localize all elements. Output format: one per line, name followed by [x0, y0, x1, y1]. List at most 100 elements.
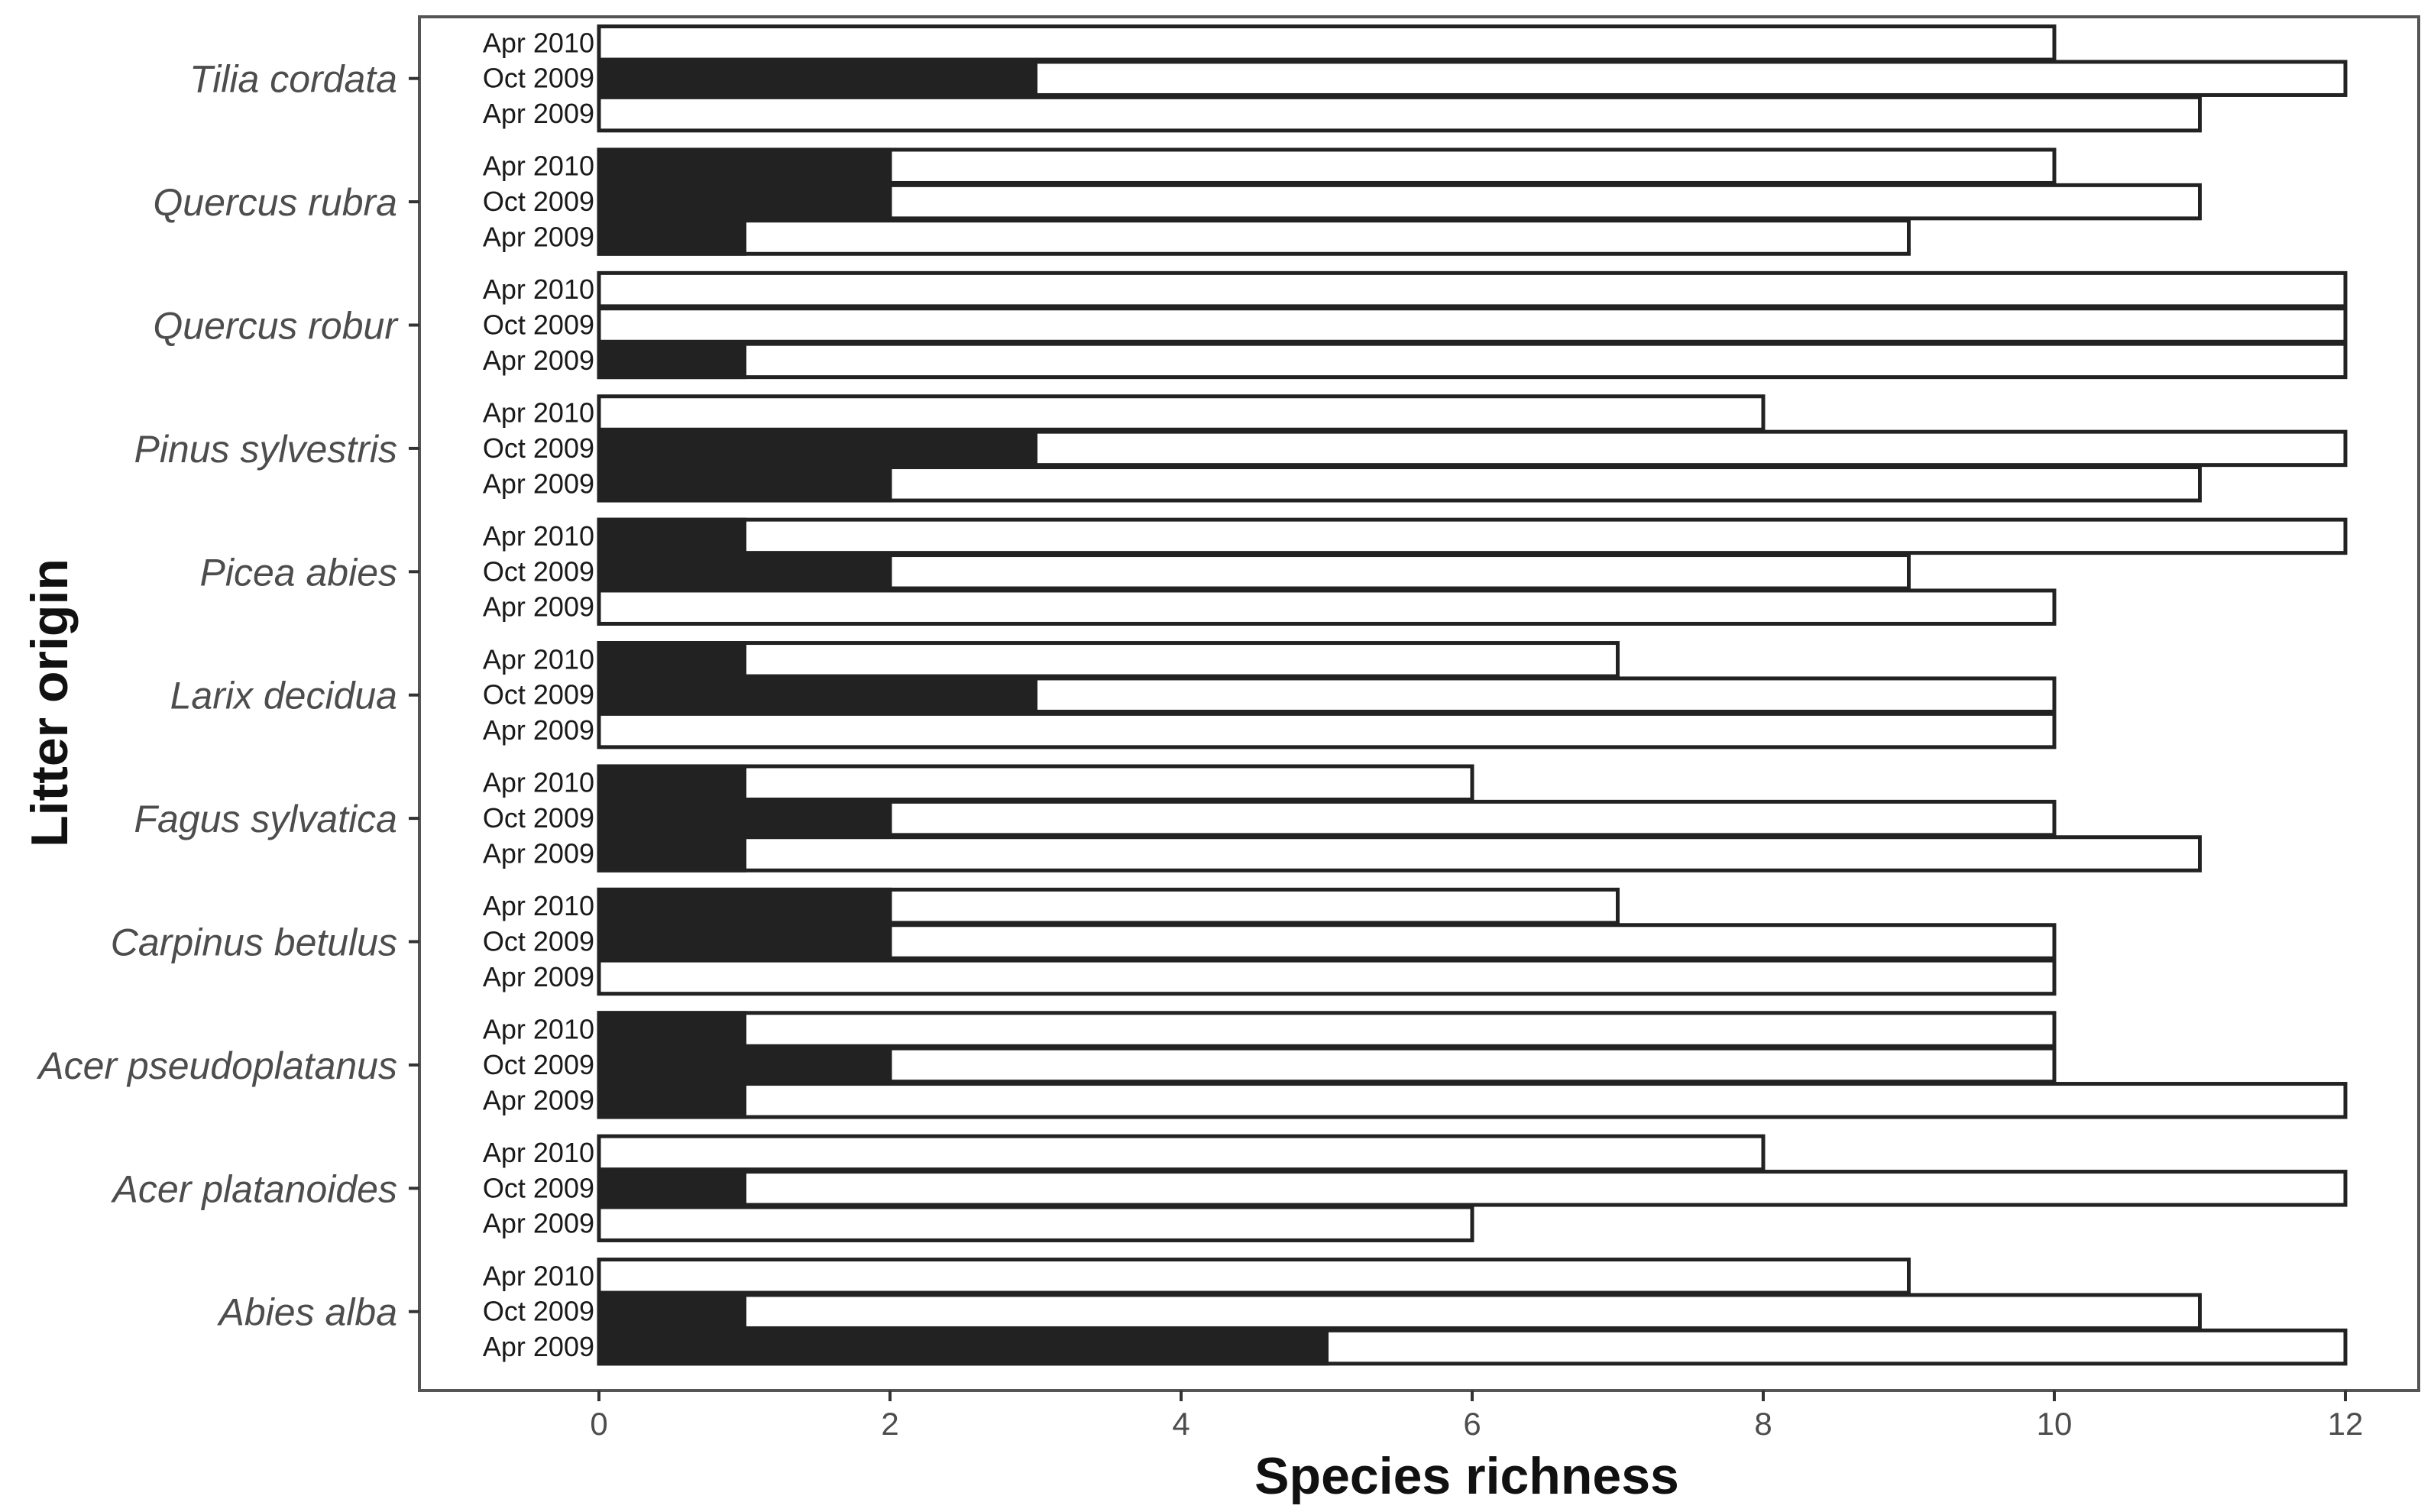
bar-label-acer-platanoides-apr-2010: Apr 2010 — [483, 1137, 594, 1168]
bar-dark-pinus-sylvestris-oct-2009 — [597, 429, 1037, 468]
y-tick-label-larix-decidua: Larix decidua — [170, 675, 397, 717]
bar-total-larix-decidua-apr-2010 — [597, 641, 1620, 678]
bar-total-larix-decidua-apr-2009 — [597, 711, 2057, 750]
bar-dark-quercus-rubra-apr-2010 — [597, 147, 892, 185]
bar-label-larix-decidua-apr-2010: Apr 2010 — [483, 643, 594, 675]
bar-label-quercus-robur-apr-2009: Apr 2009 — [483, 345, 594, 376]
bar-label-acer-platanoides-oct-2009: Oct 2009 — [483, 1172, 594, 1203]
bar-label-pinus-sylvestris-oct-2009: Oct 2009 — [483, 432, 594, 464]
bar-total-quercus-robur-oct-2009 — [597, 306, 2348, 344]
bar-dark-larix-decidua-apr-2010 — [597, 641, 746, 678]
bar-dark-quercus-rubra-apr-2009 — [597, 219, 746, 256]
x-axis-title: Species richness — [1254, 1447, 1679, 1505]
y-tick-label-pinus-sylvestris: Pinus sylvestris — [134, 428, 397, 471]
bar-total-acer-platanoides-oct-2009 — [597, 1170, 2348, 1207]
y-axis-title: Litter origin — [21, 559, 79, 847]
bar-total-acer-platanoides-apr-2010 — [597, 1134, 1766, 1172]
bar-dark-quercus-robur-apr-2009 — [597, 342, 746, 380]
bar-total-acer-pseudoplatanus-apr-2009 — [597, 1082, 2348, 1119]
x-axis: 0 2 4 6 8 10 12 — [590, 1391, 2363, 1442]
bar-dark-quercus-rubra-oct-2009 — [597, 183, 892, 221]
y-tick-label-quercus-rubra: Quercus rubra — [153, 181, 397, 224]
x-tick-label-2: 2 — [881, 1406, 898, 1442]
y-tick-label-abies-alba: Abies alba — [217, 1291, 398, 1334]
y-tick-label-carpinus-betulus: Carpinus betulus — [111, 921, 397, 964]
bar-dark-acer-pseudoplatanus-oct-2009 — [597, 1046, 892, 1084]
y-tick-label-tilia-cordata: Tilia cordata — [189, 58, 397, 101]
y-tick-label-acer-platanoides: Acer platanoides — [111, 1167, 397, 1210]
bar-total-picea-abies-apr-2010 — [597, 517, 2348, 555]
bar-label-carpinus-betulus-oct-2009: Oct 2009 — [483, 926, 594, 957]
bar-total-picea-abies-apr-2009 — [597, 588, 2057, 626]
bar-dark-picea-abies-apr-2010 — [597, 517, 746, 555]
bar-dark-fagus-sylvatica-apr-2010 — [597, 764, 746, 801]
bar-dark-picea-abies-oct-2009 — [597, 553, 892, 591]
bar-total-quercus-robur-apr-2009 — [597, 342, 2348, 380]
bar-total-abies-alba-apr-2010 — [597, 1258, 1911, 1295]
x-tick-label-6: 6 — [1463, 1406, 1481, 1442]
bar-label-quercus-rubra-apr-2010: Apr 2010 — [483, 151, 594, 182]
bar-label-tilia-cordata-oct-2009: Oct 2009 — [483, 63, 594, 94]
y-tick-label-picea-abies: Picea abies — [200, 551, 398, 594]
bar-total-quercus-rubra-apr-2009 — [597, 219, 1911, 256]
bar-label-picea-abies-apr-2009: Apr 2009 — [483, 591, 594, 623]
y-tick-label-fagus-sylvatica: Fagus sylvatica — [134, 798, 397, 840]
bar-total-tilia-cordata-apr-2009 — [597, 95, 2202, 133]
bar-label-carpinus-betulus-apr-2010: Apr 2010 — [483, 890, 594, 921]
bar-total-carpinus-betulus-apr-2009 — [597, 958, 2057, 996]
bar-label-abies-alba-apr-2009: Apr 2009 — [483, 1331, 594, 1362]
x-tick-label-4: 4 — [1172, 1406, 1189, 1442]
bar-total-tilia-cordata-apr-2010 — [597, 24, 2057, 62]
bar-total-fagus-sylvatica-apr-2009 — [597, 835, 2202, 873]
bar-dark-pinus-sylvestris-apr-2009 — [597, 465, 892, 503]
bar-dark-carpinus-betulus-oct-2009 — [597, 923, 892, 960]
bar-total-pinus-sylvestris-apr-2010 — [597, 394, 1766, 432]
bar-label-fagus-sylvatica-apr-2010: Apr 2010 — [483, 767, 594, 798]
bar-label-acer-platanoides-apr-2009: Apr 2009 — [483, 1208, 594, 1239]
bar-label-picea-abies-apr-2010: Apr 2010 — [483, 520, 594, 552]
bar-label-quercus-rubra-apr-2009: Apr 2009 — [483, 222, 594, 253]
bar-label-larix-decidua-apr-2009: Apr 2009 — [483, 714, 594, 746]
bar-total-acer-pseudoplatanus-apr-2010 — [597, 1011, 2057, 1048]
x-tick-label-10: 10 — [2037, 1406, 2073, 1442]
bar-dark-fagus-sylvatica-oct-2009 — [597, 799, 892, 837]
x-tick-label-0: 0 — [590, 1406, 607, 1442]
bar-total-acer-platanoides-apr-2009 — [597, 1205, 1474, 1242]
bar-label-acer-pseudoplatanus-apr-2009: Apr 2009 — [483, 1084, 594, 1115]
bar-label-picea-abies-oct-2009: Oct 2009 — [483, 555, 594, 587]
bar-total-abies-alba-oct-2009 — [597, 1293, 2202, 1330]
y-axis: Tilia cordata Quercus rubra Quercus robur P… — [36, 58, 419, 1334]
bar-label-abies-alba-oct-2009: Oct 2009 — [483, 1296, 594, 1327]
bar-label-larix-decidua-oct-2009: Oct 2009 — [483, 679, 594, 711]
y-tick-label-acer-pseudoplatanus: Acer pseudoplatanus — [36, 1044, 397, 1087]
bar-dark-carpinus-betulus-apr-2010 — [597, 887, 892, 925]
bar-label-fagus-sylvatica-oct-2009: Oct 2009 — [483, 802, 594, 834]
bar-dark-larix-decidua-oct-2009 — [597, 676, 1037, 714]
bar-label-tilia-cordata-apr-2009: Apr 2009 — [483, 98, 594, 129]
bar-label-pinus-sylvestris-apr-2009: Apr 2009 — [483, 468, 594, 499]
bar-dark-abies-alba-apr-2009 — [597, 1328, 1329, 1366]
y-tick-label-quercus-robur: Quercus robur — [153, 305, 399, 348]
bar-total-quercus-robur-apr-2010 — [597, 270, 2348, 309]
bar-label-acer-pseudoplatanus-oct-2009: Oct 2009 — [483, 1049, 594, 1080]
bar-label-tilia-cordata-apr-2010: Apr 2010 — [483, 27, 594, 58]
bar-label-carpinus-betulus-apr-2009: Apr 2009 — [483, 961, 594, 992]
bars-layer — [597, 24, 2348, 1366]
x-tick-label-12: 12 — [2328, 1406, 2364, 1442]
bar-dark-acer-pseudoplatanus-apr-2010 — [597, 1011, 746, 1048]
x-tick-label-8: 8 — [1754, 1406, 1772, 1442]
bar-label-quercus-rubra-oct-2009: Oct 2009 — [483, 186, 594, 217]
bar-label-quercus-robur-apr-2010: Apr 2010 — [483, 274, 594, 305]
bar-dark-acer-platanoides-oct-2009 — [597, 1170, 746, 1207]
bar-dark-abies-alba-oct-2009 — [597, 1293, 746, 1330]
bar-label-quercus-robur-oct-2009: Oct 2009 — [483, 309, 594, 341]
bar-label-fagus-sylvatica-apr-2009: Apr 2009 — [483, 838, 594, 869]
bar-label-pinus-sylvestris-apr-2010: Apr 2010 — [483, 397, 594, 429]
bar-label-abies-alba-apr-2010: Apr 2010 — [483, 1260, 594, 1291]
bar-dark-tilia-cordata-oct-2009 — [597, 60, 1037, 97]
bar-dark-acer-pseudoplatanus-apr-2009 — [597, 1082, 746, 1119]
bar-label-acer-pseudoplatanus-apr-2010: Apr 2010 — [483, 1014, 594, 1045]
bar-dark-fagus-sylvatica-apr-2009 — [597, 835, 746, 873]
